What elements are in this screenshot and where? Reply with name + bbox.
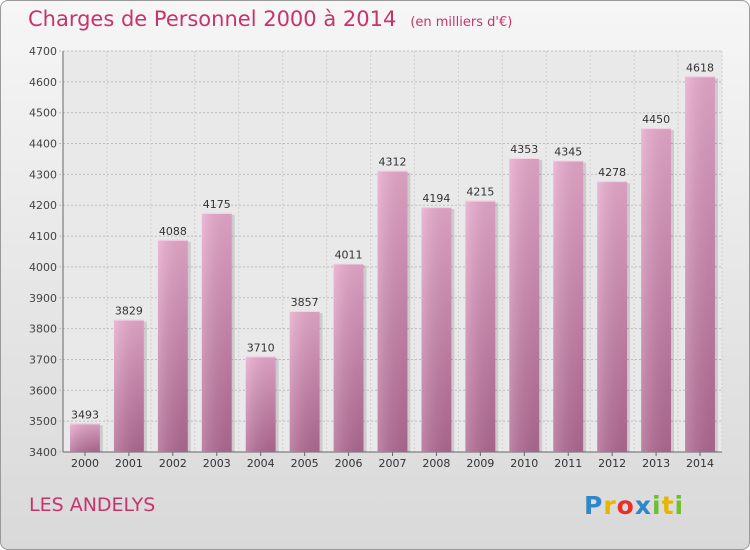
- bar-value-label: 3829: [115, 305, 143, 318]
- bar-value-label: 4450: [642, 113, 670, 126]
- y-tick-label: 4400: [29, 138, 57, 151]
- proxiti-logo: Proxiti: [584, 491, 684, 520]
- y-tick-label: 3900: [29, 292, 57, 305]
- y-tick-label: 3400: [29, 446, 57, 459]
- x-tick-label: 2009: [466, 457, 494, 470]
- logo-letter: o: [616, 491, 635, 520]
- x-tick-label: 2010: [510, 457, 538, 470]
- bar-value-label: 4194: [422, 192, 450, 205]
- logo-letter: i: [652, 491, 662, 520]
- bar-highlight: [333, 263, 364, 452]
- x-tick-label: 2012: [598, 457, 626, 470]
- title-unit: (en milliers d'€): [410, 15, 513, 30]
- bar-value-label: 3710: [247, 341, 275, 354]
- y-tick-label: 3700: [29, 353, 57, 366]
- bar-value-label: 4618: [686, 61, 714, 74]
- commune-name: LES ANDELYS: [29, 494, 156, 516]
- bar-highlight: [70, 423, 100, 452]
- bar-highlight: [685, 76, 715, 452]
- chart-title: Charges de Personnel 2000 à 2014 (en mill…: [28, 7, 512, 31]
- bar-value-label: 4353: [510, 143, 538, 156]
- y-tick-label: 4600: [29, 76, 57, 89]
- x-tick-label: 2003: [203, 457, 231, 470]
- bar-highlight: [641, 128, 672, 452]
- y-tick-label: 4500: [29, 107, 57, 120]
- bar-highlight: [245, 356, 276, 452]
- logo-letter: r: [603, 491, 617, 520]
- bar-value-label: 4175: [203, 198, 231, 211]
- bar-highlight: [421, 207, 452, 452]
- y-tick-label: 3600: [29, 384, 57, 397]
- bar-highlight: [377, 170, 408, 452]
- bar-highlight: [201, 212, 232, 452]
- x-tick-label: 2005: [291, 457, 319, 470]
- y-tick-label: 4000: [29, 261, 57, 274]
- bar-highlight: [509, 158, 540, 453]
- bar-value-label: 3857: [291, 296, 319, 309]
- x-tick-label: 2008: [422, 457, 450, 470]
- x-tick-label: 2013: [642, 457, 670, 470]
- logo-letter: x: [634, 491, 652, 520]
- bar-value-label: 4345: [554, 146, 582, 159]
- bar-highlight: [553, 160, 584, 452]
- bar-value-label: 4312: [379, 156, 407, 169]
- logo-letter: t: [661, 491, 675, 520]
- title-main: Charges de Personnel 2000 à 2014: [28, 7, 397, 31]
- x-tick-label: 2004: [247, 457, 275, 470]
- bar-value-label: 4011: [335, 249, 363, 262]
- bar-highlight: [113, 319, 144, 452]
- x-tick-label: 2007: [379, 457, 407, 470]
- y-tick-label: 4200: [29, 199, 57, 212]
- x-tick-label: 2002: [159, 457, 187, 470]
- bar-value-label: 4088: [159, 225, 187, 238]
- bar-value-label: 4215: [466, 186, 494, 199]
- y-tick-label: 3800: [29, 323, 57, 336]
- bar-highlight: [465, 200, 496, 452]
- bar-value-label: 4278: [598, 166, 626, 179]
- y-tick-label: 3500: [29, 415, 57, 428]
- x-tick-label: 2011: [554, 457, 582, 470]
- bar-highlight: [289, 311, 320, 452]
- x-tick-label: 2014: [686, 457, 714, 470]
- y-tick-label: 4100: [29, 230, 57, 243]
- bar-highlight: [157, 239, 188, 452]
- y-tick-label: 4300: [29, 168, 57, 181]
- x-tick-label: 2006: [335, 457, 363, 470]
- x-tick-label: 2000: [71, 457, 99, 470]
- bar-highlight: [597, 181, 628, 452]
- y-tick-label: 4700: [29, 45, 57, 58]
- logo-letter: P: [584, 491, 604, 520]
- logo-letter: i: [674, 491, 685, 520]
- bar-value-label: 3493: [71, 408, 99, 421]
- x-tick-label: 2001: [115, 457, 143, 470]
